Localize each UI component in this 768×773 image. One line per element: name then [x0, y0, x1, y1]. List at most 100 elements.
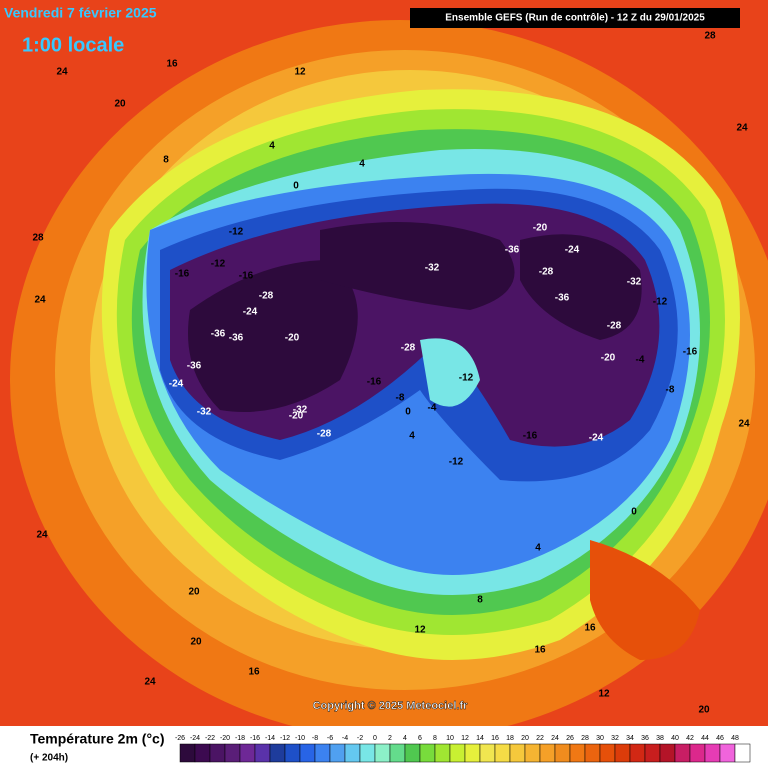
legend-tick-label: -8 [312, 735, 318, 742]
time: 1:00 locale [22, 34, 124, 56]
lead: (+ 204h) [30, 753, 68, 764]
map-label: 12 [598, 689, 610, 700]
legend-tick-label: -2 [357, 735, 363, 742]
map-label: 28 [704, 31, 716, 42]
legend-swatch [734, 743, 751, 763]
map-label: -8 [396, 393, 405, 404]
map-label: 4 [359, 159, 365, 170]
map-label: -12 [211, 259, 226, 270]
map-label: -36 [229, 333, 244, 344]
legend-swatch [224, 743, 241, 763]
variable: Température 2m (°c) [30, 731, 165, 747]
legend-swatch [614, 743, 631, 763]
legend-swatch [434, 743, 451, 763]
map-label: -24 [589, 433, 604, 444]
map-label: -16 [367, 377, 382, 388]
legend-swatch [254, 743, 271, 763]
map-label: 20 [190, 637, 202, 648]
map-label: 0 [293, 181, 299, 192]
map-label: -36 [211, 329, 226, 340]
map-label: 24 [56, 67, 68, 78]
legend-tick-label: 38 [656, 735, 664, 742]
map-label: -16 [523, 431, 538, 442]
map-label: -24 [243, 307, 258, 318]
map-label: -12 [653, 297, 668, 308]
legend-swatch [284, 743, 301, 763]
legend-swatch [299, 743, 316, 763]
legend-tick-label: 20 [521, 735, 529, 742]
legend-swatch [269, 743, 286, 763]
map-label: 4 [535, 543, 541, 554]
map-label: 20 [698, 705, 710, 716]
map-label: 20 [188, 587, 200, 598]
legend-tick-label: 26 [566, 735, 574, 742]
legend-swatch [344, 743, 361, 763]
legend-tick-label: 30 [596, 735, 604, 742]
legend-tick-label: -26 [175, 735, 185, 742]
legend-swatch [674, 743, 691, 763]
legend-tick-label: -14 [265, 735, 275, 742]
legend-tick-label: 4 [403, 735, 407, 742]
map-label: 24 [736, 123, 748, 134]
legend-tick-label: 40 [671, 735, 679, 742]
legend-swatch [239, 743, 256, 763]
map-label: -24 [565, 245, 580, 256]
map-label: 24 [36, 530, 48, 541]
legend-tick-label: -4 [342, 735, 348, 742]
map-label: 4 [269, 141, 275, 152]
legend-tick-label: -20 [220, 735, 230, 742]
map-label: -28 [259, 291, 274, 302]
legend-swatch [479, 743, 496, 763]
legend-swatch [629, 743, 646, 763]
map-label: -16 [239, 271, 254, 282]
map-label: 28 [32, 233, 44, 244]
legend-tick-label: 18 [506, 735, 514, 742]
model: Ensemble GEFS (Run de contrôle) - 12 Z d… [445, 13, 705, 24]
map-label: -28 [539, 267, 554, 278]
model-banner [410, 8, 740, 28]
map-label: 0 [631, 507, 637, 518]
legend-swatch [359, 743, 376, 763]
zone [420, 338, 480, 407]
legend-tick-label: 44 [701, 735, 709, 742]
map-label: 16 [166, 59, 178, 70]
map-label: 8 [477, 595, 483, 606]
legend-swatch [659, 743, 676, 763]
map-label: -32 [627, 277, 642, 288]
legend-tick-label: 34 [626, 735, 634, 742]
map-label: -12 [459, 373, 474, 384]
legend-tick-label: 36 [641, 735, 649, 742]
map-label: -24 [169, 379, 184, 390]
map-label: 24 [738, 419, 750, 430]
map-label: 12 [414, 625, 426, 636]
legend-tick-label: 22 [536, 735, 544, 742]
legend-swatch [704, 743, 721, 763]
legend-tick-label: -10 [295, 735, 305, 742]
legend-tick-label: 14 [476, 735, 484, 742]
legend-tick-label: -12 [280, 735, 290, 742]
map-label: 0 [405, 407, 411, 418]
legend-tick-label: 32 [611, 735, 619, 742]
map-label: 12 [294, 67, 306, 78]
legend-swatch [644, 743, 661, 763]
map-label: -4 [636, 355, 645, 366]
map-label: -8 [666, 385, 675, 396]
map-label: -4 [428, 403, 437, 414]
legend-swatch [179, 743, 196, 763]
zone [590, 540, 700, 660]
legend-tick-label: 12 [461, 735, 469, 742]
map-label: 8 [163, 155, 169, 166]
legend-swatch [209, 743, 226, 763]
zone [188, 260, 358, 412]
legend-tick-label: 2 [388, 735, 392, 742]
legend-tick-label: 8 [433, 735, 437, 742]
map-label: -28 [607, 321, 622, 332]
legend-swatch [389, 743, 406, 763]
legend-swatch [449, 743, 466, 763]
legend-swatch [494, 743, 511, 763]
legend-swatch [374, 743, 391, 763]
legend-swatch [464, 743, 481, 763]
legend-tick-label: -22 [205, 735, 215, 742]
map-label: -28 [401, 343, 416, 354]
